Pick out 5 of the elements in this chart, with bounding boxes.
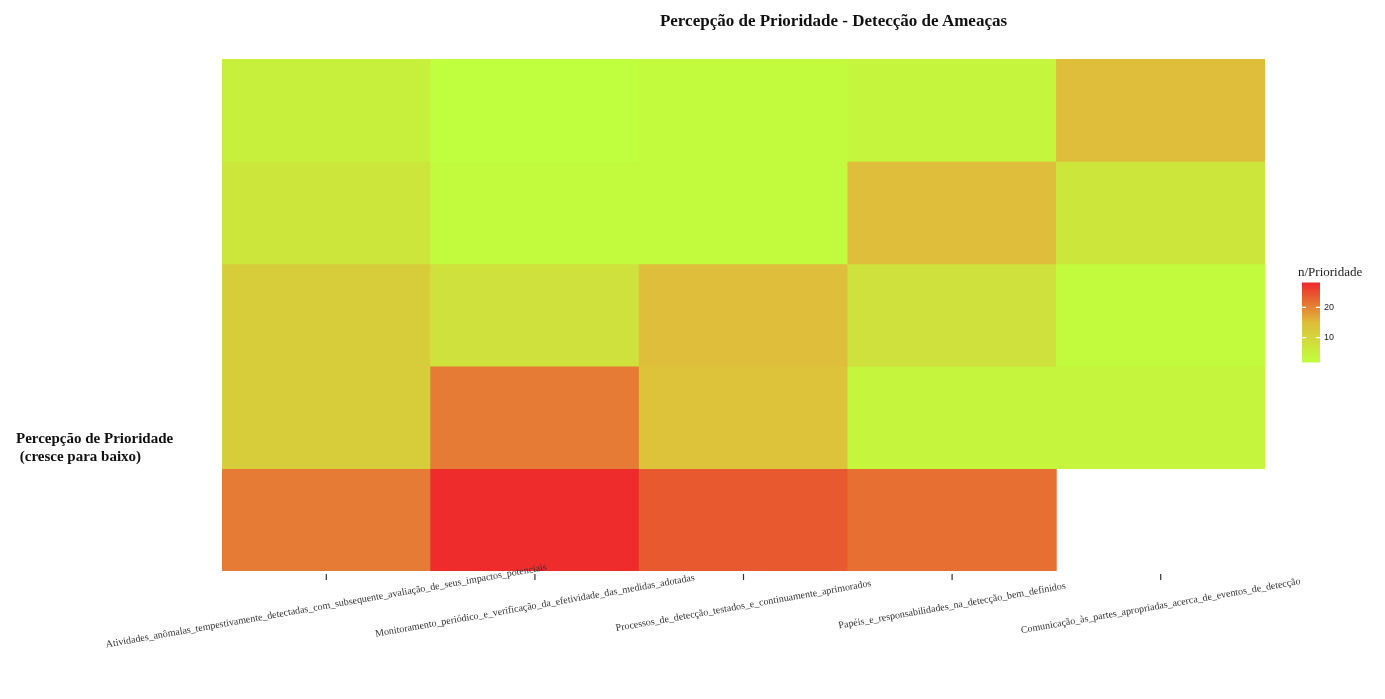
color-bar-label: 10 [1324, 332, 1335, 343]
y-axis-title: Percepção de Prioridade (cresce para baixo) [16, 429, 174, 465]
chart-title: Percepção de Prioridade - Detecção de Ameaças [659, 11, 1008, 31]
color-bar-label: 20 [1324, 301, 1335, 312]
color-bar-title: n/Prioridade [1298, 264, 1363, 280]
